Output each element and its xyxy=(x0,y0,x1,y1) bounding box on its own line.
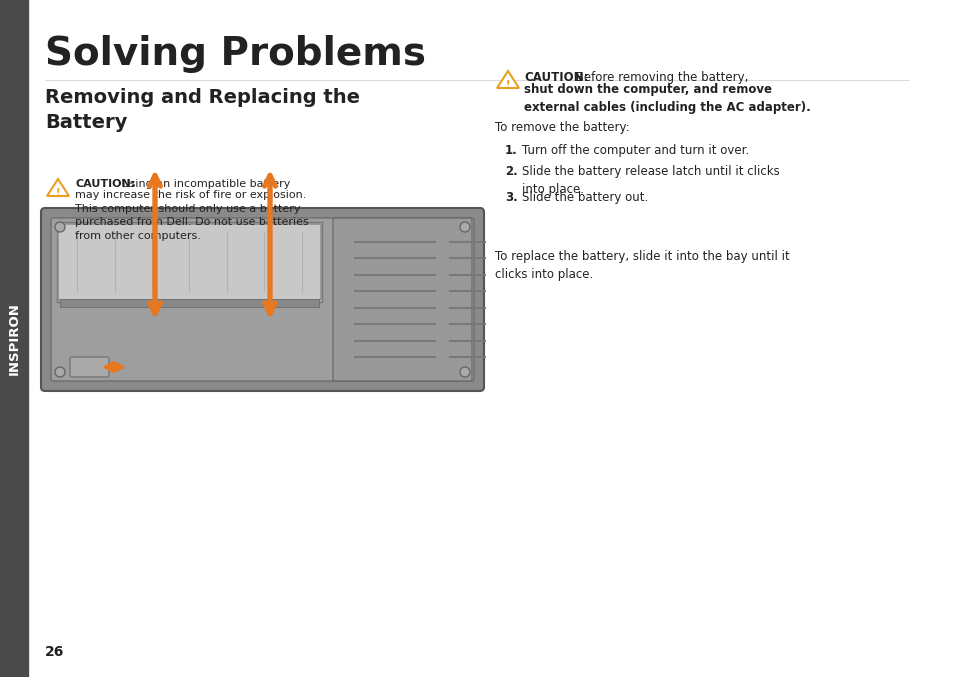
Text: To remove the battery:: To remove the battery: xyxy=(495,121,629,134)
Text: Removing and Replacing the
Battery: Removing and Replacing the Battery xyxy=(45,88,359,132)
Text: 3.: 3. xyxy=(504,191,517,204)
Text: Slide the battery release latch until it clicks
into place.: Slide the battery release latch until it… xyxy=(521,165,779,196)
Bar xyxy=(0,0,28,677)
FancyBboxPatch shape xyxy=(58,224,320,300)
Text: !: ! xyxy=(55,188,60,198)
Text: To replace the battery, slide it into the bay until it
clicks into place.: To replace the battery, slide it into th… xyxy=(495,250,789,281)
FancyBboxPatch shape xyxy=(70,357,109,377)
Text: CAUTION:: CAUTION: xyxy=(523,71,588,84)
Text: Using an incompatible battery: Using an incompatible battery xyxy=(118,179,290,189)
Bar xyxy=(57,222,322,302)
FancyBboxPatch shape xyxy=(333,218,472,381)
Text: INSPIRON: INSPIRON xyxy=(8,303,20,376)
Text: shut down the computer, and remove
external cables (including the AC adapter).: shut down the computer, and remove exter… xyxy=(523,83,810,114)
Polygon shape xyxy=(497,71,518,88)
Text: 1.: 1. xyxy=(504,144,517,157)
FancyBboxPatch shape xyxy=(41,208,483,391)
Circle shape xyxy=(55,222,65,232)
Text: !: ! xyxy=(505,79,510,89)
Circle shape xyxy=(55,367,65,377)
Text: Before removing the battery,: Before removing the battery, xyxy=(572,71,747,84)
Text: Solving Problems: Solving Problems xyxy=(45,35,426,73)
FancyBboxPatch shape xyxy=(51,218,474,381)
Text: 2.: 2. xyxy=(504,165,517,178)
Text: may increase the risk of fire or explosion.
This computer should only use a batt: may increase the risk of fire or explosi… xyxy=(75,190,309,241)
Text: CAUTION:: CAUTION: xyxy=(75,179,135,189)
Bar xyxy=(60,299,318,307)
Polygon shape xyxy=(47,179,69,196)
Text: 26: 26 xyxy=(45,645,64,659)
Text: Turn off the computer and turn it over.: Turn off the computer and turn it over. xyxy=(521,144,748,157)
Circle shape xyxy=(459,222,470,232)
Text: Slide the battery out.: Slide the battery out. xyxy=(521,191,648,204)
Circle shape xyxy=(459,367,470,377)
